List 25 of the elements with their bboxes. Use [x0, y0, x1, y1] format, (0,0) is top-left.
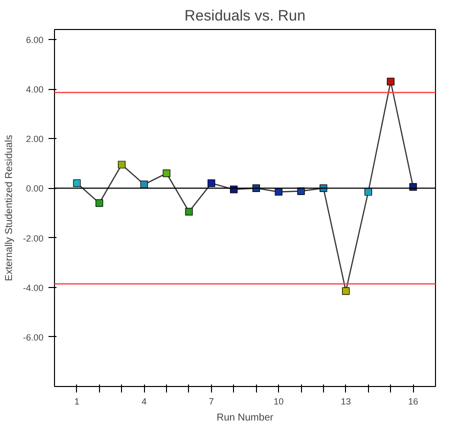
point	[185, 208, 193, 216]
y-tick-label: -2.00	[22, 233, 44, 244]
y-tick-label: 2.00	[26, 134, 44, 144]
point	[342, 287, 350, 295]
y-tick-label: 0.00	[26, 184, 44, 194]
y-axis-title: Externally Studentized Residuals	[4, 134, 15, 282]
point	[140, 180, 148, 188]
x-tick-label: 16	[408, 396, 418, 406]
point	[118, 160, 126, 168]
point	[73, 179, 81, 188]
chart-title: Residuals vs. Run	[184, 8, 306, 24]
x-tick-label: 1	[74, 396, 80, 406]
x-axis-title: Run Number	[216, 412, 274, 424]
point	[162, 169, 170, 178]
point	[208, 179, 216, 188]
point	[96, 199, 104, 207]
point	[386, 78, 394, 86]
y-tick-label: 6.00	[26, 34, 44, 45]
x-tick-label: 7	[208, 396, 214, 406]
y-tick-label: -6.00	[22, 332, 44, 342]
y-tick-label: 4.00	[26, 84, 44, 94]
y-tick-label: -4.00	[22, 282, 44, 293]
x-tick-label: 10	[274, 396, 284, 406]
x-tick-label: 13	[340, 396, 351, 406]
x-tick-label: 4	[142, 396, 147, 406]
